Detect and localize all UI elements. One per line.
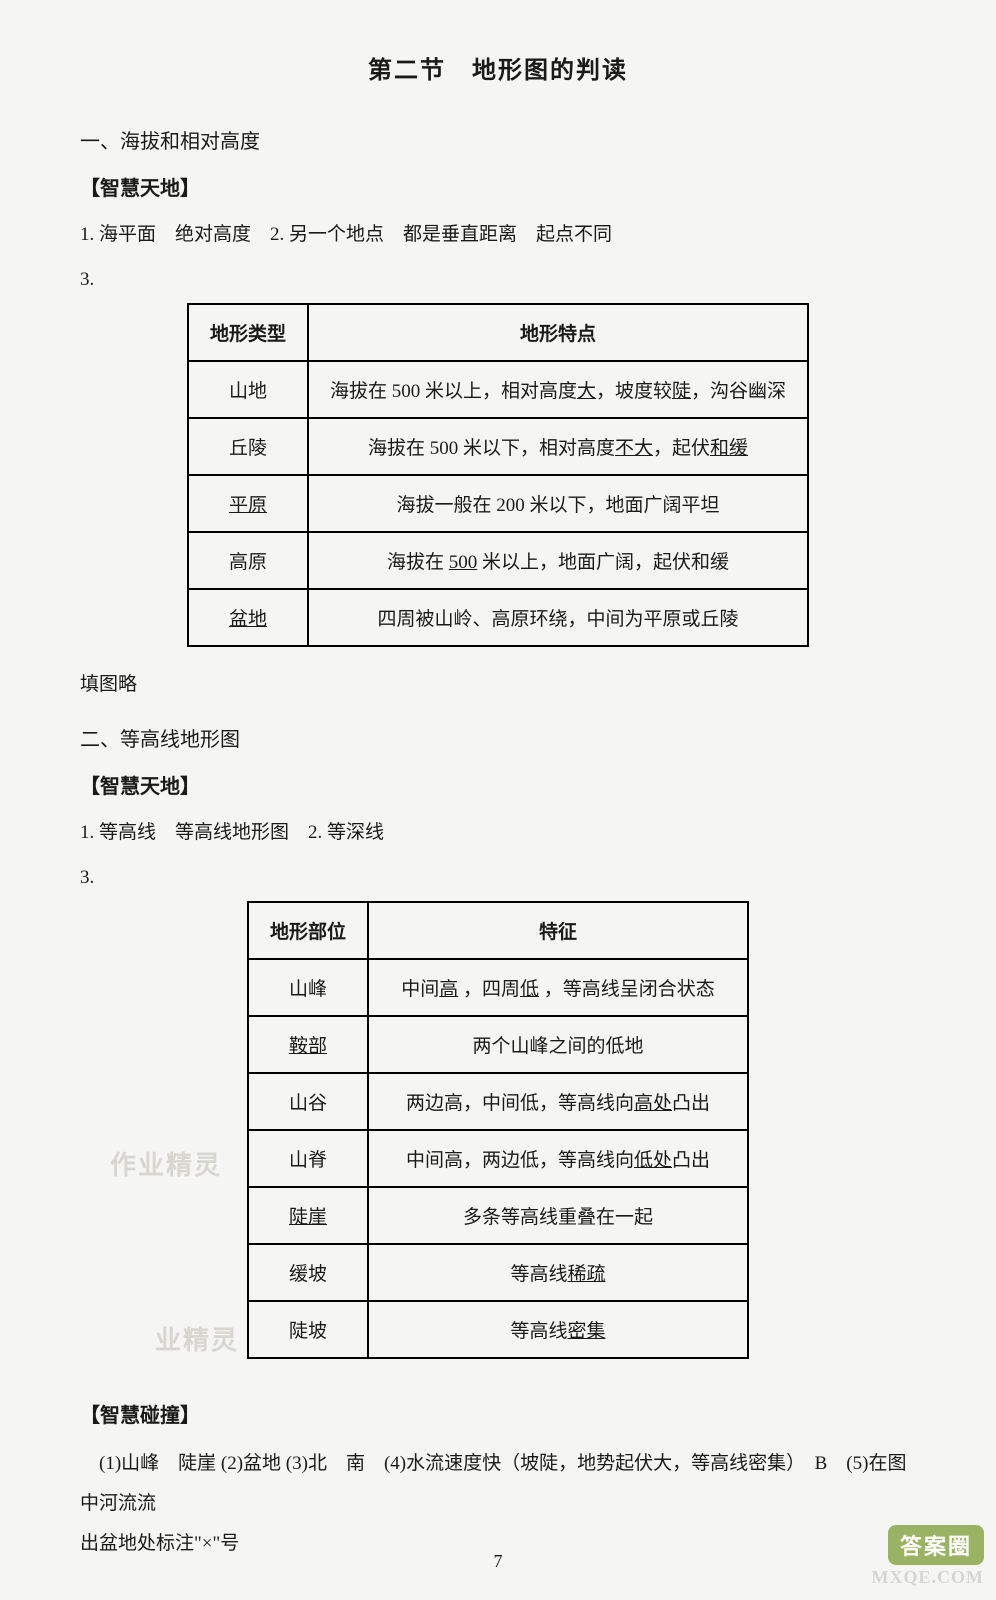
cell-feature: 两边高，中间低，等高线向高处凸出 <box>368 1073 748 1130</box>
cell-feature: 等高线密集 <box>368 1301 748 1358</box>
cell-part: 山峰 <box>248 959 368 1016</box>
terrain-type-table: 地形类型 地形特点 山地 海拔在 500 米以上，相对高度大，坡度较陡，沟谷幽深… <box>187 303 809 647</box>
cell-type: 丘陵 <box>188 418 308 475</box>
cell-feature: 海拔在 500 米以上，地面广阔，起伏和缓 <box>308 532 808 589</box>
table-row: 盆地 四周被山岭、高原环绕，中间为平原或丘陵 <box>188 589 808 646</box>
table-head-feature: 特征 <box>368 902 748 959</box>
answer-line-1: (1)山峰 陡崖 (2)盆地 (3)北 南 (4)水流速度快（坡陡，地势起伏大，… <box>80 1444 916 1524</box>
cell-feature: 四周被山岭、高原环绕，中间为平原或丘陵 <box>308 589 808 646</box>
page-number: 7 <box>0 1551 996 1572</box>
watermark-badge: 答案圈 <box>888 1525 984 1565</box>
cell-feature: 多条等高线重叠在一起 <box>368 1187 748 1244</box>
fill-omit: 填图略 <box>80 667 916 703</box>
table-head-feature: 地形特点 <box>308 304 808 361</box>
table-row: 山脊 中间高，两边低，等高线向低处凸出 <box>248 1130 748 1187</box>
table-row: 地形类型 地形特点 <box>188 304 808 361</box>
wisdom-label-1: 【智慧天地】 <box>80 172 916 201</box>
section-1-heading: 一、海拔和相对高度 <box>80 125 916 154</box>
contour-feature-table: 地形部位 特征 山峰 中间高 ，四周低 ，等高线呈闭合状态 鞍部 两个山峰之间的… <box>247 901 749 1359</box>
table-row: 缓坡 等高线稀疏 <box>248 1244 748 1301</box>
watermark-faint-1: 作业精灵 <box>110 1145 222 1182</box>
cell-part: 鞍部 <box>248 1016 368 1073</box>
cell-type: 高原 <box>188 532 308 589</box>
table-row: 丘陵 海拔在 500 米以下，相对高度不大，起伏和缓 <box>188 418 808 475</box>
page-title: 第二节 地形图的判读 <box>80 50 916 85</box>
cell-type: 盆地 <box>188 589 308 646</box>
cell-feature: 海拔一般在 200 米以下，地面广阔平坦 <box>308 475 808 532</box>
watermark-url: MXQE.COM <box>872 1567 984 1588</box>
wisdom-label-2: 【智慧天地】 <box>80 770 916 799</box>
cell-feature: 中间高 ，四周低 ，等高线呈闭合状态 <box>368 959 748 1016</box>
table-row: 山地 海拔在 500 米以上，相对高度大，坡度较陡，沟谷幽深 <box>188 361 808 418</box>
cell-part: 缓坡 <box>248 1244 368 1301</box>
table-row: 陡崖 多条等高线重叠在一起 <box>248 1187 748 1244</box>
cell-part: 陡崖 <box>248 1187 368 1244</box>
collision-label: 【智慧碰撞】 <box>80 1399 916 1428</box>
cell-feature: 中间高，两边低，等高线向低处凸出 <box>368 1130 748 1187</box>
table-row: 高原 海拔在 500 米以上，地面广阔，起伏和缓 <box>188 532 808 589</box>
cell-part: 山谷 <box>248 1073 368 1130</box>
table-row: 山峰 中间高 ，四周低 ，等高线呈闭合状态 <box>248 959 748 1016</box>
table-row: 鞍部 两个山峰之间的低地 <box>248 1016 748 1073</box>
table-head-part: 地形部位 <box>248 902 368 959</box>
section-1-num-3: 3. <box>80 269 916 291</box>
cell-type: 平原 <box>188 475 308 532</box>
table-row: 山谷 两边高，中间低，等高线向高处凸出 <box>248 1073 748 1130</box>
section-2-num-3: 3. <box>80 867 916 889</box>
section-2-heading: 二、等高线地形图 <box>80 723 916 752</box>
table-head-type: 地形类型 <box>188 304 308 361</box>
watermark-faint-2: 业精灵 <box>155 1320 239 1357</box>
section-1-line-1: 1. 海平面 绝对高度 2. 另一个地点 都是垂直距离 起点不同 <box>80 217 916 253</box>
cell-part: 山脊 <box>248 1130 368 1187</box>
cell-feature: 海拔在 500 米以下，相对高度不大，起伏和缓 <box>308 418 808 475</box>
section-2-line-1: 1. 等高线 等高线地形图 2. 等深线 <box>80 815 916 851</box>
watermark-corner: 答案圈 MXQE.COM <box>872 1525 984 1588</box>
cell-feature: 两个山峰之间的低地 <box>368 1016 748 1073</box>
table-row: 平原 海拔一般在 200 米以下，地面广阔平坦 <box>188 475 808 532</box>
cell-type: 山地 <box>188 361 308 418</box>
cell-part: 陡坡 <box>248 1301 368 1358</box>
table-row: 陡坡 等高线密集 <box>248 1301 748 1358</box>
answer-block: (1)山峰 陡崖 (2)盆地 (3)北 南 (4)水流速度快（坡陡，地势起伏大，… <box>80 1444 916 1564</box>
cell-feature: 等高线稀疏 <box>368 1244 748 1301</box>
cell-feature: 海拔在 500 米以上，相对高度大，坡度较陡，沟谷幽深 <box>308 361 808 418</box>
table-row: 地形部位 特征 <box>248 902 748 959</box>
